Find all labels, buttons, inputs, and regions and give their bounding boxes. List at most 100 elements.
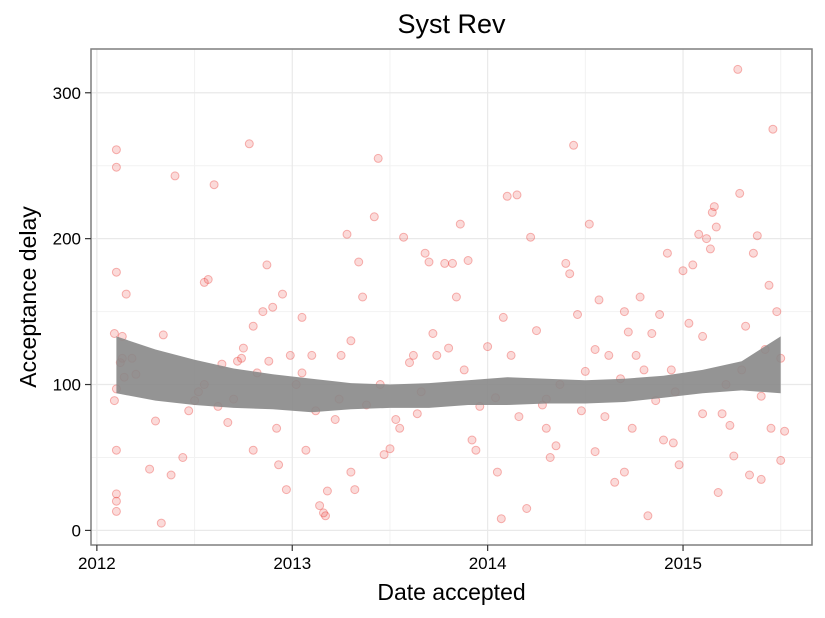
data-point [584, 219, 594, 229]
data-point [698, 409, 708, 419]
data-point [711, 222, 721, 232]
data-point [551, 441, 561, 451]
plot-background [91, 49, 812, 545]
data-point [451, 292, 461, 302]
data-point [590, 345, 600, 354]
data-point [502, 191, 512, 201]
x-tick-label: 2015 [664, 554, 702, 573]
data-point [248, 445, 258, 455]
data-point [264, 356, 274, 366]
x-axis-ticks: 2012 2013 2014 2015 [78, 545, 702, 573]
y-axis-title: Acceptance delay [15, 206, 41, 388]
data-point [610, 477, 620, 487]
data-point [281, 485, 291, 495]
data-point [184, 406, 194, 416]
data-point [639, 365, 649, 375]
x-tick-label: 2014 [469, 554, 507, 573]
y-tick-label: 300 [53, 84, 81, 103]
data-point [379, 450, 389, 460]
data-point [678, 266, 688, 276]
data-point [707, 207, 717, 217]
y-tick-label: 100 [53, 376, 81, 395]
data-point [717, 409, 727, 419]
y-tick-label: 0 [72, 521, 81, 540]
data-point [244, 139, 254, 149]
data-point [772, 307, 782, 317]
data-point [674, 460, 684, 470]
data-point [166, 470, 176, 480]
data-point [428, 329, 438, 338]
data-point [440, 258, 450, 268]
data-point [420, 248, 430, 258]
data-point [590, 447, 600, 457]
data-point [408, 350, 418, 360]
data-point [307, 350, 317, 360]
data-point [776, 455, 786, 465]
data-point [262, 260, 272, 270]
y-axis-ticks: 0 100 200 300 [53, 84, 91, 540]
data-point [756, 474, 766, 484]
data-point [655, 310, 665, 319]
data-point [573, 310, 582, 319]
smooth-confidence-band [116, 336, 781, 413]
data-point [498, 312, 508, 322]
data-point [111, 506, 121, 516]
data-point [111, 496, 121, 506]
data-point [496, 514, 506, 524]
data-point [111, 145, 121, 155]
data-point [111, 267, 121, 277]
data-point [713, 488, 723, 497]
data-point [455, 219, 465, 229]
data-point [209, 180, 219, 190]
data-point [702, 234, 711, 244]
data-point [237, 353, 246, 363]
data-point [659, 435, 668, 445]
data-point [522, 504, 532, 513]
data-point [111, 445, 121, 455]
data-point [627, 423, 637, 433]
data-point [561, 258, 571, 268]
x-tick-label: 2013 [273, 554, 311, 573]
data-point [121, 289, 131, 299]
x-axis-title: Date accepted [377, 579, 525, 605]
data-point [512, 190, 522, 200]
data-point [158, 330, 168, 340]
data-point [223, 418, 233, 427]
data-point [109, 396, 119, 406]
data-point [532, 326, 541, 336]
data-point [492, 467, 502, 477]
data-point [698, 331, 708, 341]
data-point [631, 350, 641, 360]
data-point [178, 453, 188, 462]
data-point [766, 423, 776, 433]
data-point [448, 258, 457, 268]
data-point [319, 508, 328, 518]
data-point [668, 438, 678, 448]
gridlines [91, 49, 812, 545]
data-point [272, 423, 282, 433]
data-point [336, 350, 346, 360]
data-point [756, 391, 766, 401]
data-point [342, 229, 352, 239]
data-point [432, 350, 442, 360]
data-point [600, 412, 610, 422]
data-point [278, 289, 287, 299]
data-point [111, 162, 121, 172]
data-point [346, 467, 356, 477]
data-point [688, 260, 698, 270]
data-point [346, 336, 356, 346]
data-point [643, 511, 653, 521]
data-point [741, 321, 751, 331]
data-point [385, 444, 395, 454]
chart-title: Syst Rev [397, 9, 506, 39]
data-point [471, 445, 481, 455]
data-point [745, 470, 754, 480]
data-point [752, 231, 762, 241]
data-point [666, 365, 676, 375]
data-point [662, 248, 672, 258]
data-point [151, 416, 160, 426]
x-tick-label: 2012 [78, 554, 116, 573]
data-point [248, 321, 258, 331]
data-point [694, 229, 704, 239]
